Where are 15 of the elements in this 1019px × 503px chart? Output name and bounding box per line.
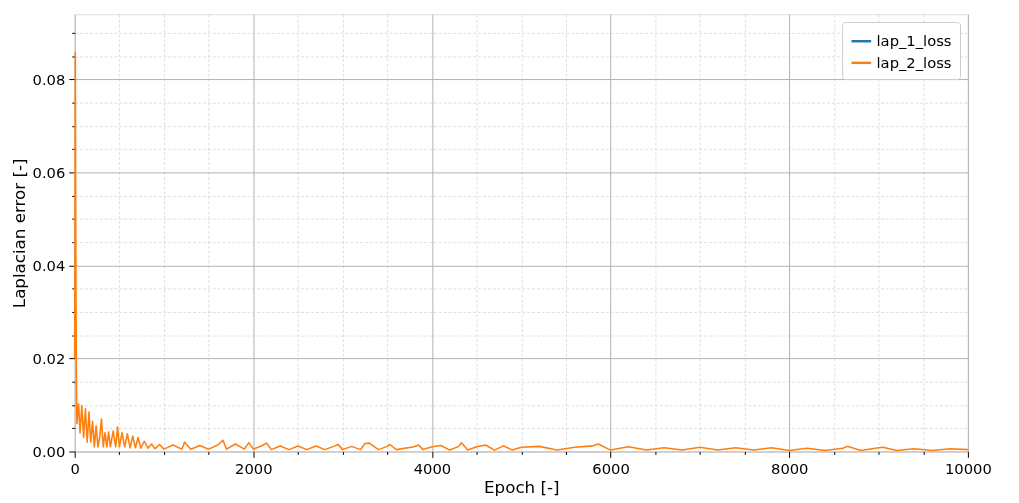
legend-label: lap_1_loss [876, 32, 952, 50]
x-axis-title: Epoch [-] [484, 477, 560, 498]
x-tick-label: 10000 [944, 459, 992, 477]
x-tick-label: 0 [70, 459, 80, 477]
y-tick-label: 0.00 [32, 442, 66, 460]
legend-label: lap_2_loss [876, 53, 952, 71]
y-tick-label: 0.08 [32, 70, 66, 88]
y-tick-label: 0.02 [32, 349, 66, 367]
y-tick-label: 0.04 [32, 256, 66, 274]
y-axis-title: Laplacian error [-] [8, 158, 29, 309]
x-tick-label: 4000 [413, 459, 452, 477]
y-tick-label: 0.06 [32, 163, 66, 181]
x-tick-label: 2000 [235, 459, 273, 477]
x-tick-label: 8000 [771, 459, 809, 477]
x-tick-label: 6000 [592, 459, 630, 477]
